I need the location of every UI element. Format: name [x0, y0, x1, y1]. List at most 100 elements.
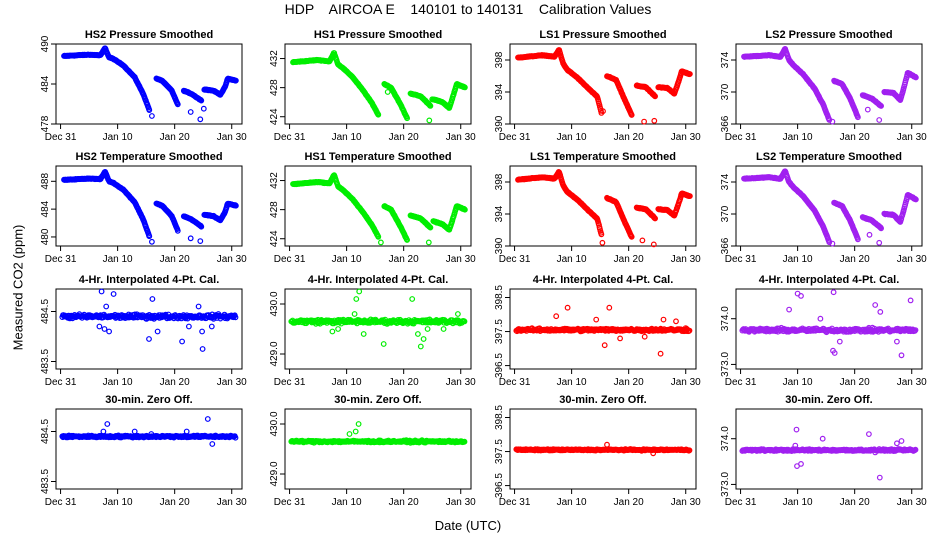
data-point	[195, 303, 202, 310]
y-tick-label: 429.0	[269, 461, 280, 486]
x-tick-label: Jan 10	[103, 254, 133, 265]
x-tick-label: Jan 20	[840, 497, 870, 508]
y-tick-label: 397.5	[494, 439, 505, 464]
data-point	[553, 313, 560, 320]
data-point	[101, 326, 108, 332]
y-tick-label: 483.5	[40, 469, 51, 494]
data-point	[898, 215, 905, 222]
x-tick-label: Dec 31	[274, 132, 306, 143]
data-point	[913, 196, 919, 203]
x-tick-label: Dec 31	[45, 132, 77, 143]
plot-frame	[284, 43, 472, 125]
data-points	[59, 288, 239, 352]
y-tick-label: 432	[269, 50, 280, 67]
data-point	[409, 296, 416, 302]
data-point	[673, 318, 679, 325]
data-point	[179, 338, 186, 345]
data-point	[335, 326, 342, 332]
data-point	[380, 341, 387, 347]
data-point	[651, 117, 658, 124]
x-tick-label: Jan 10	[783, 377, 813, 388]
data-point	[199, 346, 206, 352]
x-tick-label: Jan 20	[160, 377, 190, 388]
x-tick-label: Dec 31	[725, 377, 757, 388]
x-tick-label: Dec 31	[45, 254, 77, 265]
data-point	[836, 338, 843, 345]
panel-title: HS2 Temperature Smoothed	[75, 151, 222, 163]
plot-frame	[284, 408, 472, 490]
data-point	[660, 316, 667, 323]
data-points	[513, 304, 693, 357]
x-axis-label: Date (UTC)	[434, 518, 502, 533]
panel-title: 4-Hr. Interpolated 4-Pt. Cal.	[79, 274, 220, 286]
data-points	[515, 47, 693, 125]
chart-panel: 4-Hr. Interpolated 4-Pt. Cal.Dec 31 Jan 1…	[269, 274, 476, 388]
x-tick-label: Jan 30	[671, 254, 701, 265]
plot-frame	[735, 408, 923, 490]
chart-panel: 30-min. Zero Off.Dec 31 Jan 10 Jan 20 Jan 3…	[720, 394, 927, 508]
data-point	[427, 102, 434, 109]
y-tick-label: 398.5	[494, 405, 505, 430]
data-point	[878, 103, 884, 109]
x-tick-label: Jan 20	[840, 132, 870, 143]
data-point	[204, 416, 211, 422]
data-point	[831, 350, 838, 356]
data-point	[98, 288, 105, 295]
x-tick-label: Dec 31	[274, 497, 306, 508]
x-tick-label: Dec 31	[274, 254, 306, 265]
y-tick-label: 396.5	[494, 473, 505, 498]
data-point	[360, 331, 367, 337]
data-point	[912, 327, 919, 334]
x-tick-label: Jan 20	[840, 254, 870, 265]
y-tick-label: 430.0	[269, 411, 280, 436]
y-tick-label: 398	[494, 51, 505, 68]
data-point	[687, 193, 693, 200]
data-point	[104, 421, 111, 427]
data-point	[440, 326, 447, 332]
data-point	[650, 241, 657, 248]
data-point	[352, 428, 359, 435]
y-tick-label: 398.5	[494, 285, 505, 310]
data-points	[741, 46, 919, 125]
x-tick-label: Jan 10	[783, 254, 813, 265]
x-tick-label: Dec 31	[725, 132, 757, 143]
y-tick-label: 484	[40, 200, 51, 217]
data-point	[604, 441, 610, 448]
x-tick-label: Dec 31	[725, 497, 757, 508]
x-tick-label: Jan 20	[389, 377, 419, 388]
y-tick-label: 370	[720, 83, 731, 100]
plot-frame	[55, 165, 243, 247]
y-tick-label: 374	[720, 173, 731, 190]
plot-frame	[735, 165, 923, 247]
data-point	[148, 113, 155, 119]
data-point	[355, 421, 362, 427]
data-point	[197, 116, 204, 123]
data-point	[657, 350, 664, 357]
y-tick-label: 424	[269, 108, 280, 125]
data-point	[687, 71, 693, 77]
data-point	[208, 323, 215, 330]
data-point	[864, 106, 871, 113]
data-points	[288, 421, 468, 446]
data-point	[174, 101, 181, 108]
data-point	[353, 296, 360, 302]
plot-frame	[55, 408, 243, 490]
y-tick-label: 430.0	[269, 291, 280, 316]
panel-title: HS1 Temperature Smoothed	[304, 151, 451, 163]
data-point	[103, 303, 110, 310]
data-point	[329, 328, 336, 335]
data-point	[200, 105, 207, 112]
chart-panel: 30-min. Zero Off.Dec 31 Jan 10 Jan 20 Jan 3…	[494, 394, 701, 508]
data-point	[817, 315, 824, 322]
plot-frame	[284, 165, 472, 247]
x-tick-label: Dec 31	[499, 132, 531, 143]
x-tick-label: Jan 20	[389, 254, 419, 265]
data-point	[829, 118, 836, 125]
data-point	[641, 333, 648, 340]
panel-title: 4-Hr. Interpolated 4-Pt. Cal.	[533, 274, 674, 286]
data-point	[209, 441, 216, 447]
